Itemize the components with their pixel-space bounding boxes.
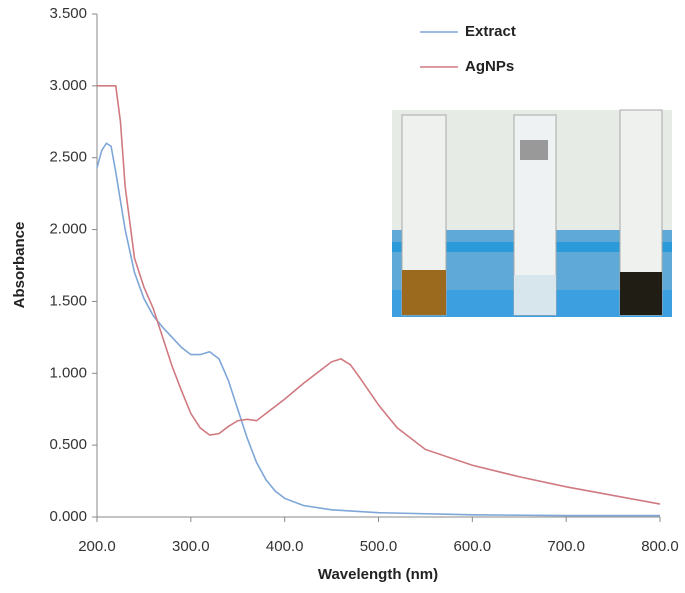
x-tick-label: 500.0	[360, 538, 398, 555]
legend-label: Extract	[465, 23, 516, 40]
x-tick-label: 200.0	[78, 538, 116, 555]
inset-photo	[392, 109, 672, 317]
x-tick-label: 800.0	[641, 538, 679, 555]
x-tick-label: 300.0	[172, 538, 210, 555]
x-tick-label: 400.0	[266, 538, 304, 555]
y-tick-label: 3.500	[49, 5, 87, 22]
y-tick-label: 0.500	[49, 436, 87, 453]
x-tick-label: 700.0	[547, 538, 585, 555]
y-tick-label: 2.500	[49, 149, 87, 166]
y-tick-label: 2.000	[49, 221, 87, 238]
series-line	[96, 142, 660, 517]
legend-label: AgNPs	[465, 58, 514, 75]
x-tick-label: 600.0	[454, 538, 492, 555]
series-line	[97, 85, 661, 505]
y-tick-label: 1.000	[49, 364, 87, 381]
y-tick-label: 1.500	[49, 292, 87, 309]
y-tick-label: 0.000	[49, 508, 87, 525]
x-axis-label: Wavelength (nm)	[318, 566, 438, 583]
y-axis-label: Absorbance	[11, 222, 28, 309]
y-tick-label: 3.000	[49, 77, 87, 94]
